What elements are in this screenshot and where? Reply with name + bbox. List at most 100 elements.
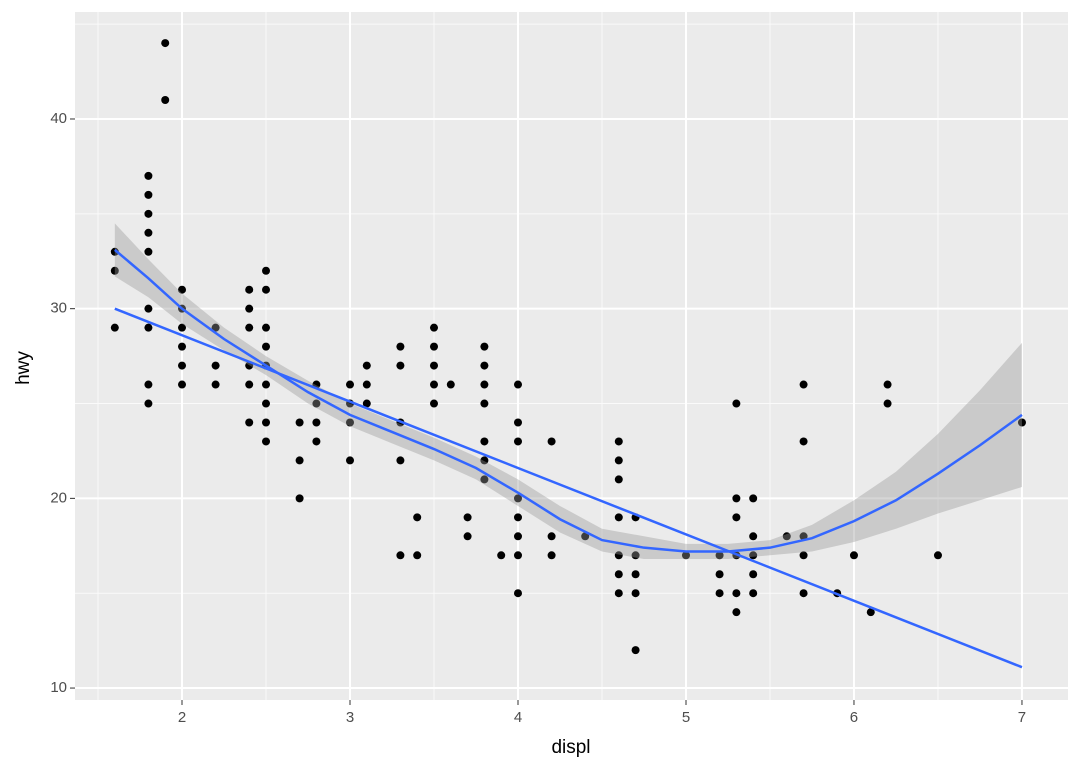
point: [883, 380, 892, 389]
point: [178, 323, 187, 332]
point: [631, 570, 640, 579]
point: [883, 399, 892, 408]
point: [799, 380, 808, 389]
point: [429, 323, 438, 332]
point: [144, 209, 153, 218]
panel: [75, 12, 1068, 700]
point: [262, 266, 271, 275]
point: [631, 646, 640, 655]
x-tick-label: 2: [178, 709, 186, 726]
point: [732, 399, 741, 408]
y-axis-title: hwy: [13, 351, 34, 385]
point: [245, 418, 254, 427]
point: [749, 589, 758, 598]
point: [866, 608, 875, 617]
point: [312, 399, 321, 408]
point: [362, 399, 371, 408]
x-axis-title: displ: [551, 737, 590, 758]
point: [262, 380, 271, 389]
point: [933, 551, 942, 560]
point: [295, 494, 304, 503]
point: [732, 589, 741, 598]
point: [178, 361, 187, 370]
point: [480, 437, 489, 446]
point: [211, 361, 220, 370]
x-tick-label: 6: [850, 709, 858, 726]
fit-line: [114, 307, 1023, 669]
point: [110, 323, 119, 332]
y-tick-label: 20: [50, 489, 67, 506]
point: [413, 513, 422, 522]
point: [749, 494, 758, 503]
point: [614, 589, 623, 598]
point: [178, 285, 187, 294]
point: [799, 532, 808, 541]
point: [396, 551, 405, 560]
point: [429, 380, 438, 389]
point: [245, 323, 254, 332]
point: [513, 494, 522, 503]
point: [732, 608, 741, 617]
point: [681, 551, 690, 560]
point: [110, 266, 119, 275]
x-tick-label: 3: [346, 709, 354, 726]
point: [513, 513, 522, 522]
point: [480, 475, 489, 484]
point: [849, 551, 858, 560]
point: [614, 570, 623, 579]
point: [245, 380, 254, 389]
point: [497, 551, 506, 560]
point: [262, 342, 271, 351]
point: [413, 551, 422, 560]
point: [312, 418, 321, 427]
point: [480, 361, 489, 370]
point: [144, 380, 153, 389]
point: [463, 532, 472, 541]
point: [480, 456, 489, 465]
point: [446, 380, 455, 389]
point: [715, 570, 724, 579]
point: [178, 380, 187, 389]
point: [362, 380, 371, 389]
point: [144, 323, 153, 332]
point: [144, 247, 153, 256]
point: [144, 171, 153, 180]
point: [614, 551, 623, 560]
point: [799, 437, 808, 446]
point: [749, 570, 758, 579]
point: [799, 589, 808, 598]
point: [614, 456, 623, 465]
point: [312, 437, 321, 446]
point: [631, 589, 640, 598]
point: [547, 532, 556, 541]
point: [480, 399, 489, 408]
point: [782, 532, 791, 541]
point: [581, 532, 590, 541]
point: [513, 589, 522, 598]
point: [362, 361, 371, 370]
point: [799, 551, 808, 560]
point: [513, 380, 522, 389]
point: [631, 551, 640, 560]
point: [144, 228, 153, 237]
point: [262, 323, 271, 332]
x-tick-label: 5: [682, 709, 690, 726]
point: [1017, 418, 1026, 427]
point: [513, 418, 522, 427]
point: [749, 532, 758, 541]
point: [614, 475, 623, 484]
x-tick-label: 7: [1018, 709, 1026, 726]
y-tick-label: 40: [50, 110, 67, 127]
point: [161, 96, 170, 105]
point: [211, 380, 220, 389]
point: [262, 285, 271, 294]
point: [262, 418, 271, 427]
point: [547, 437, 556, 446]
point: [144, 190, 153, 199]
point: [429, 361, 438, 370]
point: [161, 39, 170, 48]
point: [144, 399, 153, 408]
point: [429, 399, 438, 408]
